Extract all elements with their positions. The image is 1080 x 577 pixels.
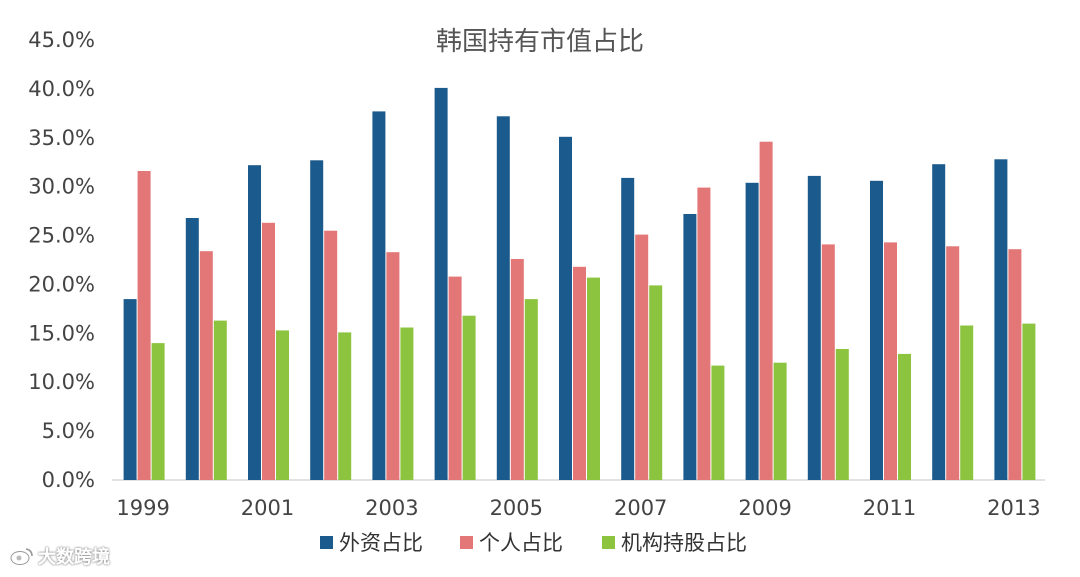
bar-3-2002 (338, 332, 352, 480)
legend-label-3: 机构持股占比 (621, 531, 747, 555)
y-tick-label: 10.0% (28, 370, 95, 394)
bar-1-2001 (248, 165, 261, 480)
x-tick-label: 2003 (365, 496, 418, 520)
bar-2-1999 (137, 171, 151, 480)
bar-1-2002 (310, 160, 324, 481)
legend-label-2: 个人占比 (479, 531, 563, 555)
x-tick-label: 2013 (987, 496, 1040, 520)
bar-2-2007 (635, 234, 649, 480)
bar-1-2012 (932, 164, 946, 480)
bar-3-2004 (462, 315, 476, 480)
bar-3-2009 (773, 362, 787, 480)
bar-1-2004 (434, 87, 448, 481)
chart-title: 韩国持有市值占比 (436, 27, 644, 57)
legend: 外资占比 个人占比 机构持股占比 (320, 531, 747, 555)
bar-3-1999 (151, 343, 165, 480)
x-tick-label: 1999 (116, 496, 169, 520)
bar-2-2008 (697, 187, 711, 480)
bar-1-2008 (683, 214, 697, 480)
bar-2-2012 (946, 246, 960, 480)
x-tick-label: 2001 (241, 496, 294, 520)
bars (123, 87, 1036, 481)
y-tick-label: 45.0% (28, 28, 95, 52)
y-tick-label: 25.0% (28, 224, 95, 248)
y-tick-label: 35.0% (28, 126, 95, 150)
y-tick-label: 40.0% (28, 77, 95, 101)
bar-1-2013 (994, 159, 1008, 481)
bar-1-2005 (496, 116, 510, 481)
watermark-text: 大数跨境 (38, 547, 110, 568)
bar-3-2008 (711, 365, 725, 480)
y-axis-ticks: 0.0% 5.0% 10.0% 15.0% 20.0% 25.0% 30.0% 35.0% 40… (28, 28, 95, 492)
bar-2-2002 (324, 230, 338, 480)
bar-3-2005 (524, 299, 538, 480)
bar-3-2007 (649, 285, 663, 480)
y-tick-label: 15.0% (28, 321, 95, 345)
x-tick-label: 2011 (863, 496, 916, 520)
bar-3-2012 (960, 325, 974, 480)
bar-2-2000 (199, 251, 213, 480)
y-tick-label: 0.0% (42, 468, 95, 492)
bar-3-2006 (587, 277, 600, 480)
bar-1-1999 (123, 299, 137, 480)
x-axis-ticks: 1999 2001 2003 2005 2007 2009 2011 2013 (116, 496, 1040, 520)
bar-1-2007 (621, 177, 635, 480)
bar-2-2005 (510, 259, 524, 480)
weibo-logo-icon (10, 548, 33, 565)
bar-3-2003 (400, 327, 414, 480)
x-tick-label: 2009 (738, 496, 791, 520)
legend-swatch-3 (602, 536, 615, 549)
bar-1-2003 (372, 111, 386, 481)
bar-1-2011 (870, 180, 883, 481)
watermark: 大数跨境 (10, 543, 110, 569)
bar-1-2009 (745, 182, 759, 481)
bar-2-2011 (884, 242, 897, 480)
bar-2-2001 (262, 222, 275, 481)
y-tick-label: 5.0% (42, 419, 95, 443)
bar-1-2000 (185, 218, 199, 480)
bar-2-2004 (448, 276, 462, 480)
x-tick-label: 2005 (490, 496, 543, 520)
x-tick-label: 2007 (614, 496, 667, 520)
bar-2-2010 (821, 244, 835, 480)
legend-swatch-1 (320, 536, 333, 549)
legend-label-1: 外资占比 (339, 531, 423, 555)
bar-3-2010 (835, 349, 849, 480)
bar-3-2011 (898, 353, 911, 480)
y-tick-label: 20.0% (28, 272, 95, 296)
bar-3-2001 (276, 330, 289, 480)
legend-swatch-2 (460, 536, 473, 549)
bar-1-2010 (807, 175, 821, 480)
bar-2-2006 (573, 266, 586, 480)
bar-3-2000 (213, 320, 227, 480)
bar-2-2013 (1008, 249, 1022, 480)
bar-2-2003 (386, 252, 400, 480)
bar-2-2009 (759, 141, 773, 480)
bar-1-2006 (559, 136, 572, 481)
y-tick-label: 30.0% (28, 175, 95, 199)
bar-3-2013 (1022, 323, 1036, 480)
